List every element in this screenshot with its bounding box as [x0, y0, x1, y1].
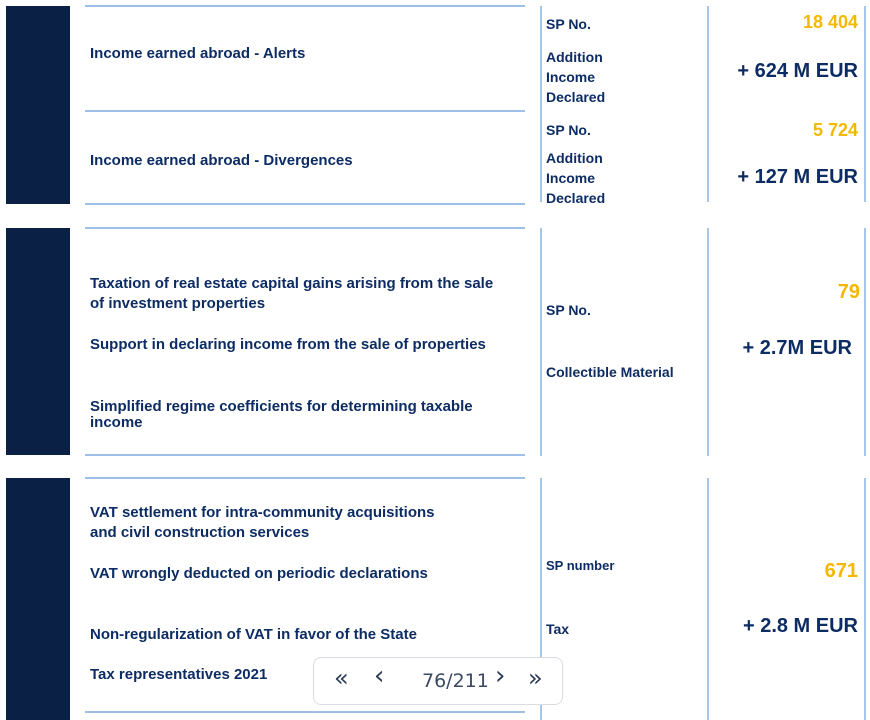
column-divider	[540, 6, 542, 202]
amount-label: Collectible Material	[546, 364, 674, 380]
divider	[85, 5, 525, 7]
sp-label: SP No.	[546, 122, 591, 138]
section1-accent-bar	[6, 6, 70, 204]
sp-label: SP number	[546, 558, 615, 573]
amount-value: + 127 M EUR	[737, 166, 858, 188]
sp-value: 79	[837, 281, 860, 303]
amount-label-line: Addition	[546, 49, 603, 65]
first-page-button[interactable]: «	[334, 664, 349, 692]
amount-label-line: Income	[546, 170, 596, 186]
section2-accent-bar	[6, 228, 70, 455]
amount-label-line: Declared	[546, 89, 606, 105]
column-divider	[864, 478, 866, 720]
section3-accent-bar	[6, 478, 70, 720]
sp-value: 18 404	[802, 12, 858, 32]
item-real-estate-gains: Taxation of real estate capital gains ar…	[90, 275, 494, 292]
divider	[85, 454, 525, 456]
column-divider	[864, 228, 866, 456]
column-divider	[540, 478, 542, 720]
amount-value: + 624 M EUR	[737, 60, 858, 82]
column-divider	[707, 6, 709, 202]
divider	[85, 227, 525, 229]
column-divider	[864, 6, 866, 202]
page-navigator: « ‹ 76/211 › »	[313, 657, 563, 705]
prev-page-button[interactable]: ‹	[374, 661, 385, 691]
last-page-button[interactable]: »	[528, 664, 543, 692]
item-vat-non-regularization: Non-regularization of VAT in favor of th…	[90, 626, 417, 643]
column-divider	[707, 228, 709, 456]
sp-label: SP No.	[546, 16, 591, 32]
row-title-alerts: Income earned abroad - Alerts	[90, 45, 306, 62]
divider	[85, 110, 525, 112]
sp-value: 5 724	[812, 120, 858, 140]
amount-label-line: Declared	[546, 190, 606, 206]
item-support-declaring: Support in declaring income from the sal…	[90, 336, 486, 353]
item-simplified-regime-cont: income	[90, 414, 143, 431]
divider	[85, 711, 525, 713]
item-tax-representatives: Tax representatives 2021	[90, 666, 268, 683]
divider	[85, 203, 525, 205]
column-divider	[707, 478, 709, 720]
amount-value: + 2.8 M EUR	[742, 615, 858, 637]
sp-value: 671	[824, 560, 858, 582]
amount-label-line: Addition	[546, 150, 603, 166]
amount-label: Tax	[546, 621, 570, 637]
column-divider	[540, 228, 542, 456]
amount-label-line: Income	[546, 69, 596, 85]
item-vat-intra-community-cont: and civil construction services	[90, 524, 310, 541]
item-simplified-regime: Simplified regime coefficients for deter…	[90, 398, 473, 415]
item-vat-intra-community: VAT settlement for intra-community acqui…	[90, 504, 435, 521]
next-page-button[interactable]: ›	[495, 661, 506, 691]
page-indicator: 76/211	[422, 670, 489, 692]
item-real-estate-gains-cont: of investment properties	[90, 295, 266, 312]
divider	[85, 477, 525, 479]
sp-label: SP No.	[546, 302, 591, 318]
row-title-divergences: Income earned abroad - Divergences	[90, 152, 353, 169]
item-vat-wrongly-deducted: VAT wrongly deducted on periodic declara…	[90, 565, 428, 582]
amount-value: + 2.7M EUR	[742, 337, 852, 359]
